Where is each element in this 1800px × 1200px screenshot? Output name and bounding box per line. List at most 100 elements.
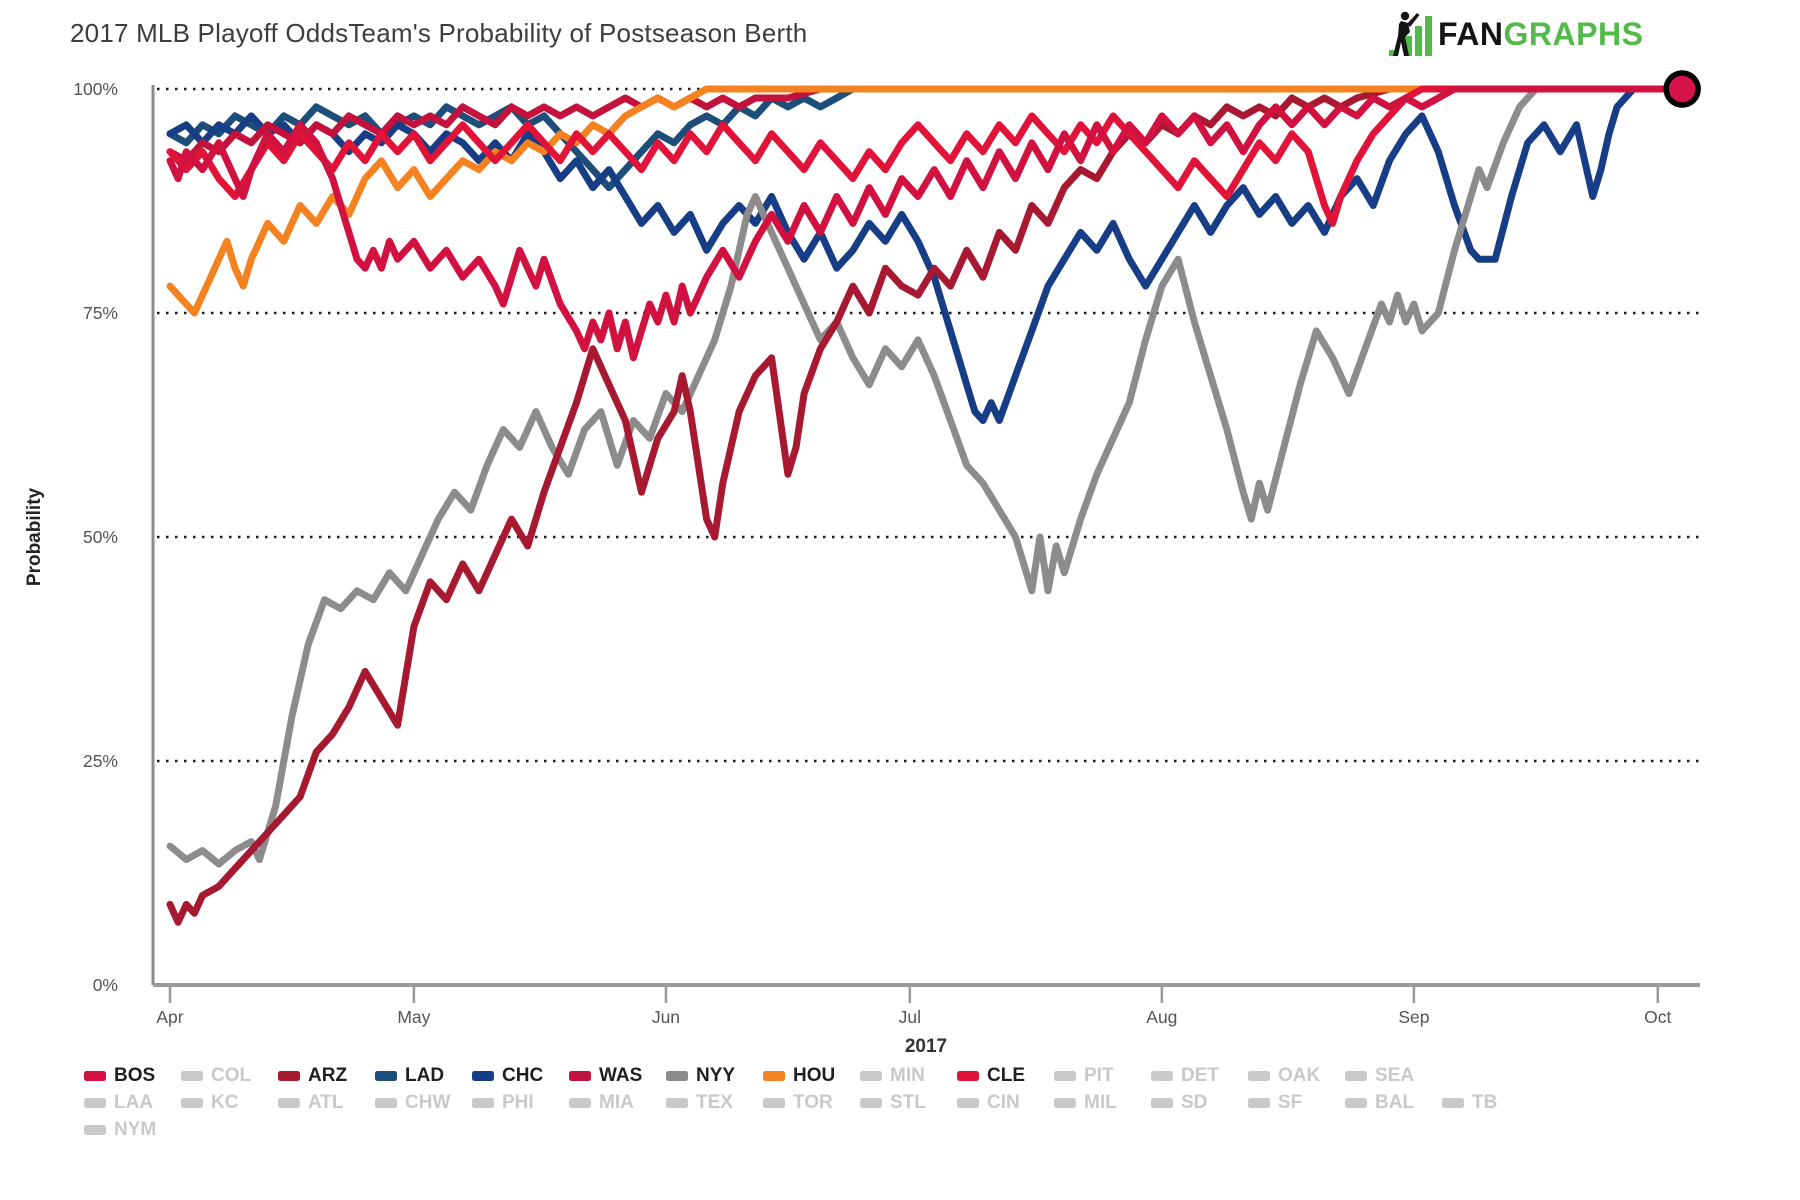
legend-label-oak: OAK <box>1278 1064 1321 1086</box>
legend-item-phi[interactable]: PHI <box>472 1092 569 1114</box>
legend-item-stl[interactable]: STL <box>860 1092 957 1114</box>
legend-label-chw: CHW <box>405 1091 451 1113</box>
legend-swatch-cle <box>957 1070 979 1081</box>
legend-swatch-was <box>569 1070 591 1081</box>
legend-row-1: BOS COL ARZ LAD CHC WAS NYY HOU MIN CLE PIT DET OAK S… <box>84 1062 1704 1089</box>
legend-label-mia: MIA <box>599 1091 634 1113</box>
end-point-marker[interactable] <box>1663 70 1701 108</box>
legend-swatch-bal <box>1345 1097 1367 1108</box>
legend-item-sf[interactable]: SF <box>1248 1092 1345 1114</box>
legend-swatch-stl <box>860 1097 882 1108</box>
legend-label-tb: TB <box>1472 1091 1498 1113</box>
x-tick-label-Apr: Apr <box>156 1007 183 1027</box>
legend-swatch-sf <box>1248 1097 1270 1108</box>
legend-swatch-kc <box>181 1097 203 1108</box>
legend-item-chw[interactable]: CHW <box>375 1092 472 1114</box>
legend-item-tex[interactable]: TEX <box>666 1092 763 1114</box>
legend-label-cle: CLE <box>987 1064 1025 1086</box>
legend-label-sf: SF <box>1278 1091 1303 1113</box>
legend-label-nyy: NYY <box>696 1064 736 1086</box>
legend-item-lad[interactable]: LAD <box>375 1065 472 1087</box>
series-line-lad[interactable] <box>166 85 1686 192</box>
legend-swatch-sd <box>1151 1097 1173 1108</box>
legend-swatch-chc <box>472 1070 494 1081</box>
series-line-chc[interactable] <box>166 85 1686 424</box>
legend-item-cin[interactable]: CIN <box>957 1092 1054 1114</box>
legend-label-tex: TEX <box>696 1091 733 1113</box>
legend-label-cin: CIN <box>987 1091 1020 1113</box>
legend-item-sd[interactable]: SD <box>1151 1092 1248 1114</box>
fangraphs-wordmark: FANGRAPHS <box>1438 11 1643 57</box>
legend-swatch-det <box>1151 1070 1173 1081</box>
legend-label-was: WAS <box>599 1064 643 1086</box>
legend-swatch-arz <box>278 1070 300 1081</box>
legend-item-tb[interactable]: TB <box>1442 1092 1539 1114</box>
legend-swatch-bos <box>84 1070 106 1081</box>
legend-item-nym[interactable]: NYM <box>84 1119 181 1141</box>
legend-item-mil[interactable]: MIL <box>1054 1092 1151 1114</box>
legend-item-bos[interactable]: BOS <box>84 1065 181 1087</box>
legend-label-det: DET <box>1181 1064 1219 1086</box>
x-tick-label-Jul: Jul <box>899 1007 921 1027</box>
legend-label-kc: KC <box>211 1091 239 1113</box>
legend-item-chc[interactable]: CHC <box>472 1065 569 1087</box>
odds-line-chart[interactable]: Probability 2017 100% 75% 50% 25% 0% Apr May Ju… <box>0 0 1800 1060</box>
legend-swatch-cin <box>957 1097 979 1108</box>
legend-item-kc[interactable]: KC <box>181 1092 278 1114</box>
axis-lines <box>151 85 1700 1003</box>
legend-item-sea[interactable]: SEA <box>1345 1065 1442 1087</box>
legend-swatch-phi <box>472 1097 494 1108</box>
legend-item-arz[interactable]: ARZ <box>278 1065 375 1087</box>
legend-label-sd: SD <box>1181 1091 1208 1113</box>
legend-label-bos: BOS <box>114 1064 156 1086</box>
legend-label-mil: MIL <box>1084 1091 1117 1113</box>
legend-swatch-mil <box>1054 1097 1076 1108</box>
legend-swatch-min <box>860 1070 882 1081</box>
y-tick-label-100: 100% <box>73 79 118 99</box>
legend-row-2: LAA KC ATL CHW PHI MIA TEX TOR STL CIN MIL SD SF BAL T… <box>84 1089 1704 1116</box>
legend-item-hou[interactable]: HOU <box>763 1065 860 1087</box>
series-line-was[interactable] <box>166 85 1686 165</box>
y-tick-label-75: 75% <box>83 303 118 323</box>
series-lines <box>166 70 1701 926</box>
series-line-nyy[interactable] <box>166 85 1686 868</box>
legend-item-col[interactable]: COL <box>181 1065 278 1087</box>
legend-item-tor[interactable]: TOR <box>763 1092 860 1114</box>
series-line-cle[interactable] <box>166 85 1686 227</box>
legend-swatch-nyy <box>666 1070 688 1081</box>
legend-item-bal[interactable]: BAL <box>1345 1092 1442 1114</box>
legend-item-cle[interactable]: CLE <box>957 1065 1054 1087</box>
fangraphs-logo[interactable]: FANGRAPHS <box>1388 10 1643 58</box>
legend-label-nym: NYM <box>114 1118 157 1140</box>
legend-item-oak[interactable]: OAK <box>1248 1065 1345 1087</box>
legend-label-atl: ATL <box>308 1091 344 1113</box>
legend-item-mia[interactable]: MIA <box>569 1092 666 1114</box>
y-tick-label-25: 25% <box>83 751 118 771</box>
legend-swatch-oak <box>1248 1070 1270 1081</box>
y-tick-label-50: 50% <box>83 527 118 547</box>
x-axis-title: 2017 <box>905 1036 947 1057</box>
legend-swatch-pit <box>1054 1070 1076 1081</box>
legend-item-det[interactable]: DET <box>1151 1065 1248 1087</box>
series-line-hou[interactable] <box>166 85 1686 317</box>
page-title: 2017 MLB Playoff OddsTeam's Probability … <box>70 18 808 48</box>
x-tick-label-Aug: Aug <box>1146 1007 1177 1027</box>
legend-item-was[interactable]: WAS <box>569 1065 666 1087</box>
legend-item-nyy[interactable]: NYY <box>666 1065 763 1087</box>
legend-item-laa[interactable]: LAA <box>84 1092 181 1114</box>
legend-item-pit[interactable]: PIT <box>1054 1065 1151 1087</box>
legend-swatch-chw <box>375 1097 397 1108</box>
y-tick-label-0: 0% <box>93 975 118 995</box>
legend-item-min[interactable]: MIN <box>860 1065 957 1087</box>
series-line-bos[interactable] <box>166 85 1686 362</box>
legend-label-bal: BAL <box>1375 1091 1415 1113</box>
chart-legend: BOS COL ARZ LAD CHC WAS NYY HOU MIN CLE PIT DET OAK S… <box>84 1062 1704 1143</box>
x-tick-label-Jun: Jun <box>652 1007 680 1027</box>
legend-label-laa: LAA <box>114 1091 154 1113</box>
y-axis-title: Probability <box>24 487 45 586</box>
legend-item-atl[interactable]: ATL <box>278 1092 375 1114</box>
legend-label-min: MIN <box>890 1064 925 1086</box>
legend-label-stl: STL <box>890 1091 926 1113</box>
legend-swatch-tb <box>1442 1097 1464 1108</box>
